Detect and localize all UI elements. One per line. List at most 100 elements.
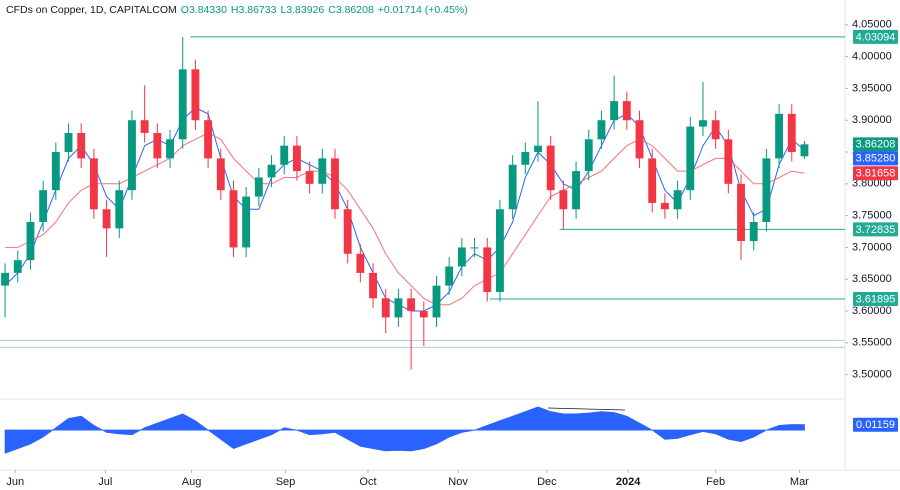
y-tick-label: 4.00000 — [852, 51, 892, 63]
y-tick-label: 3.80000 — [852, 178, 892, 190]
candle-body — [419, 311, 428, 318]
candle-body — [673, 190, 682, 210]
candle-body — [496, 209, 504, 292]
candle-body — [622, 101, 631, 121]
candle-body — [457, 247, 466, 267]
candle-body — [89, 158, 98, 210]
candle-body — [318, 158, 327, 184]
candle-body — [724, 139, 733, 184]
candle-body — [381, 298, 390, 318]
candle-body — [749, 221, 758, 242]
candle-body — [51, 152, 60, 191]
candle-body — [229, 190, 238, 248]
y-tick-label: 4.05000 — [852, 19, 892, 31]
header-item: +0.01714 (+0.45%) — [378, 4, 468, 16]
candle-body — [153, 132, 162, 159]
header-item: CFDs on Copper, 1D, CAPITALCOM — [6, 4, 177, 16]
candle-body — [521, 152, 530, 165]
candle-body — [166, 139, 174, 159]
x-tick-label: Jul — [98, 476, 112, 488]
x-tick-label: Sep — [276, 476, 296, 488]
candle-body — [267, 164, 276, 178]
x-tick-label: Mar — [790, 476, 809, 488]
price-label: 3.85280 — [856, 153, 896, 165]
candle-body — [102, 209, 111, 229]
y-tick-label: 3.55000 — [852, 337, 892, 349]
candle-body — [407, 298, 416, 312]
candle-body — [254, 177, 263, 197]
candle-body — [292, 145, 301, 172]
divergence-line — [547, 407, 626, 411]
header: CFDs on Copper, 1D, CAPITALCOM O3.84330 H3… — [6, 4, 468, 16]
level-label: 4.03094 — [856, 31, 896, 43]
candle-body — [216, 158, 225, 191]
candle-body — [356, 253, 365, 273]
candle-body — [242, 196, 251, 248]
level-label-box — [853, 291, 898, 306]
y-tick-label: 3.75000 — [852, 210, 892, 222]
candle-body — [775, 113, 784, 159]
level-label: 3.72835 — [856, 224, 896, 236]
candle-body — [39, 190, 48, 222]
level-label-box — [853, 29, 898, 44]
candle-body — [432, 285, 441, 318]
candle-body — [343, 209, 352, 254]
header-item: C3.86208 — [328, 4, 374, 16]
candle-body — [762, 158, 771, 222]
header-item: H3.86733 — [231, 4, 277, 16]
price-label: 3.86208 — [856, 139, 896, 151]
candle-body — [331, 158, 339, 210]
candle-body — [648, 158, 657, 203]
oscillator-label-box — [853, 417, 898, 432]
x-tick-label: Oct — [359, 476, 376, 488]
candle-body — [800, 144, 809, 157]
candle-body — [470, 247, 479, 249]
price-label-box — [853, 166, 898, 181]
y-tick-label: 3.95000 — [852, 82, 892, 94]
x-tick-label: Feb — [706, 476, 725, 488]
candle-body — [305, 171, 314, 184]
candle-body — [597, 120, 606, 140]
moving-average — [4, 106, 805, 312]
candle-body — [13, 260, 22, 273]
level-label-box — [853, 222, 898, 237]
candle-body — [660, 202, 669, 210]
candle-body — [204, 120, 213, 159]
candle-body — [191, 69, 200, 121]
level-label: 3.61895 — [856, 293, 896, 305]
candle-body — [572, 171, 581, 210]
header-item: O3.84330 — [181, 4, 227, 16]
candle-body — [394, 298, 403, 318]
y-tick-label: 3.50000 — [852, 369, 892, 381]
moving-average — [5, 132, 805, 306]
candle-body — [737, 183, 745, 242]
candle-body — [115, 190, 124, 229]
candle-body — [559, 190, 568, 210]
candle-body — [1, 272, 10, 286]
candle-body — [128, 120, 136, 191]
candle-body — [546, 145, 555, 191]
y-tick-label: 3.65000 — [852, 273, 892, 285]
y-tick-label: 3.60000 — [852, 305, 892, 317]
candle-body — [77, 132, 86, 159]
candle-body — [686, 126, 695, 191]
candle-body — [64, 132, 73, 153]
candle-body — [787, 113, 796, 153]
x-tick-label: 2024 — [616, 476, 641, 488]
candle-body — [508, 164, 517, 210]
candle-body — [610, 101, 619, 121]
price-label-box — [853, 137, 898, 152]
y-tick-label: 3.70000 — [852, 241, 892, 253]
x-tick-label: Aug — [182, 476, 202, 488]
candle-body — [369, 272, 377, 299]
x-tick-label: Jun — [6, 476, 24, 488]
candle-body — [699, 120, 707, 127]
candle-body — [26, 221, 35, 261]
x-tick-label: Dec — [537, 476, 557, 488]
oscillator-label: 0.01159 — [856, 419, 895, 431]
candle-body — [711, 120, 720, 140]
x-tick-label: Nov — [448, 476, 468, 488]
candle-body — [445, 266, 454, 286]
